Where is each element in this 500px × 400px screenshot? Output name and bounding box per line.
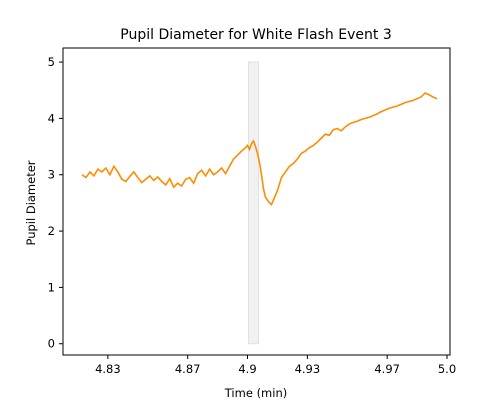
flash-event-span — [248, 61, 259, 345]
y-axis-label: Pupil Diameter — [24, 160, 38, 245]
y-tick-label: 4 — [48, 111, 55, 125]
x-tick-label: 4.97 — [374, 362, 400, 376]
x-tick-label: 4.83 — [95, 362, 121, 376]
plot-frame — [62, 47, 451, 356]
y-tick-label: 3 — [48, 168, 55, 182]
y-tick-label: 1 — [48, 280, 55, 294]
series-line-pupil-diameter — [81, 92, 438, 206]
y-tick-label: 2 — [48, 224, 55, 238]
x-tick-label: 5.0 — [438, 362, 456, 376]
x-tick-label: 4.93 — [295, 362, 321, 376]
x-tick-label: 4.87 — [175, 362, 201, 376]
y-axis-ticks: 0 1 2 3 4 5 — [48, 55, 63, 351]
x-axis-label: Time (min) — [224, 386, 287, 400]
y-tick-label: 0 — [48, 337, 55, 351]
y-tick-label: 5 — [48, 55, 55, 69]
x-axis-ticks: 4.83 4.87 4.9 4.93 4.97 5.0 — [95, 355, 456, 376]
x-tick-label: 4.9 — [238, 362, 256, 376]
chart-title: Pupil Diameter for White Flash Event 3 — [120, 27, 391, 43]
